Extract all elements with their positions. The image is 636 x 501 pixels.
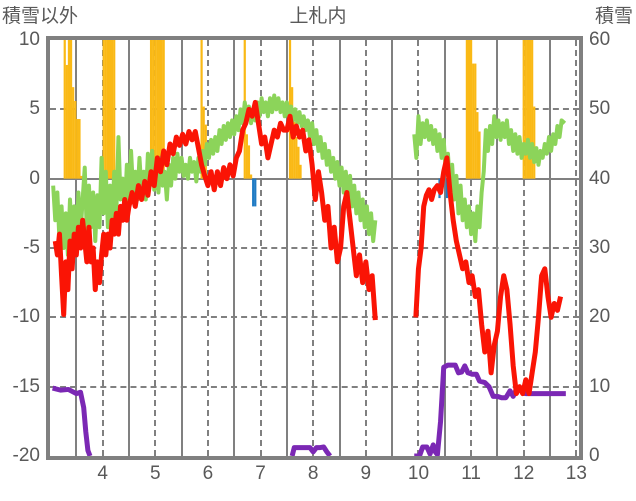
y-tick-right-20: 20: [589, 306, 611, 328]
x-tick-12: 12: [513, 463, 535, 484]
chart-canvas: [51, 40, 567, 456]
left-axis-title: 積雪以外: [2, 6, 79, 27]
y-tick-left--20: -20: [12, 445, 40, 466]
gridline-y--5: [50, 247, 579, 249]
x-tick-9: 9: [360, 463, 372, 484]
y-tick-left-10: 10: [18, 29, 40, 50]
snow-depth-line: [51, 362, 566, 456]
y-tick-right-10: 10: [589, 375, 611, 397]
plot-inner: [50, 40, 579, 456]
y-tick-left--10: -10: [12, 306, 40, 328]
y-tick-right-40: 40: [589, 167, 611, 189]
x-tick-5: 5: [149, 463, 161, 484]
y-tick-left-0: 0: [29, 167, 40, 189]
x-tick-11: 11: [461, 463, 481, 484]
y-tick-right-30: 30: [589, 237, 611, 258]
temperature-min-line: [51, 93, 567, 257]
right-axis-title: 積雪: [594, 6, 633, 27]
y-tick-left--15: -15: [12, 375, 40, 397]
gridline-y--15: [50, 385, 579, 388]
x-tick-8: 8: [307, 463, 319, 484]
plot-area: [46, 36, 583, 460]
gridline-y--10: [50, 316, 579, 319]
temperature-max-line: [52, 99, 564, 397]
y-tick-left-5: 5: [29, 98, 40, 120]
x-tick-10: 10: [407, 463, 430, 484]
y-tick-right-50: 50: [589, 98, 611, 120]
x-tick-13: 13: [565, 463, 587, 484]
x-tick-6: 6: [202, 463, 214, 484]
x-tick-7: 7: [255, 463, 266, 484]
y-tick-right-60: 60: [589, 29, 611, 50]
y-tick-right-0: 0: [589, 445, 600, 466]
y-tick-left--5: -5: [23, 237, 40, 258]
chart-title: 上札内: [289, 6, 347, 27]
precipitation-bars: [63, 40, 536, 179]
x-tick-4: 4: [97, 463, 108, 484]
gridline-y-5: [50, 108, 579, 111]
